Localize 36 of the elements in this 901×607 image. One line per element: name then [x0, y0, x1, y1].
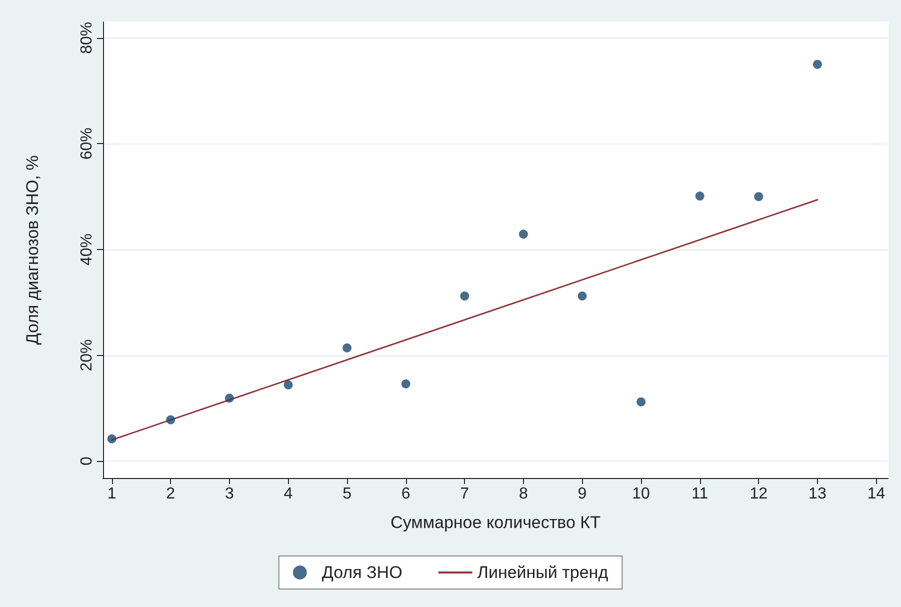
y-tick-label: 60%: [78, 128, 96, 160]
x-tick-label: 1: [107, 486, 116, 502]
point: [518, 230, 528, 239]
y-axis-title: Доля диагнозов ЗНО, %: [23, 155, 42, 345]
x-tick-label: 11: [692, 486, 708, 502]
point: [401, 379, 410, 388]
legend-label: Линейный тренд: [477, 563, 608, 582]
x-tick-label: 7: [460, 486, 470, 502]
x-tick-label: 6: [401, 486, 410, 502]
y-tick-label: 20%: [78, 339, 96, 372]
x-tick-label: 10: [632, 486, 650, 502]
y-tick-label: 0: [78, 456, 96, 466]
x-tick-label: 5: [342, 486, 352, 502]
legend-label: Доля ЗНО: [322, 563, 402, 582]
x-tick-label: 14: [867, 486, 886, 502]
x-tick-label: 4: [284, 486, 293, 502]
x-tick-label: 13: [808, 486, 826, 502]
point: [695, 192, 704, 201]
point: [754, 192, 764, 202]
x-tick-label: 3: [224, 486, 234, 502]
point: [284, 380, 293, 390]
x-tick-label: 2: [166, 486, 176, 502]
x-tick-label: 8: [518, 486, 528, 502]
point: [166, 415, 176, 424]
point: [107, 434, 116, 444]
point: [342, 343, 352, 352]
y-tick-label: 80%: [78, 22, 96, 54]
point: [812, 60, 822, 69]
point: [460, 292, 470, 301]
x-axis-title: Суммарное количество КТ: [390, 513, 600, 532]
x-tick-label: 12: [750, 486, 768, 502]
point: [636, 397, 646, 406]
point: [578, 292, 587, 301]
x-tick-label: 9: [578, 486, 587, 502]
y-tick-label: 40%: [78, 233, 96, 266]
point: [224, 394, 234, 403]
